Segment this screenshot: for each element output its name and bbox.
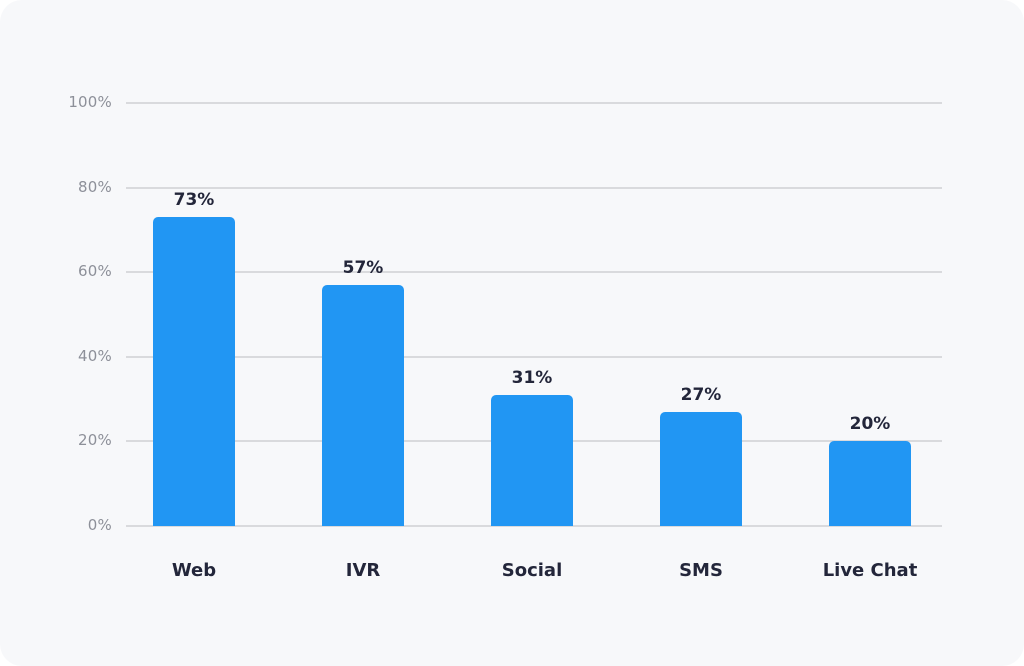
y-tick-label: 20% <box>78 431 112 450</box>
gridline-80 <box>126 186 942 189</box>
gridline-0 <box>126 525 942 527</box>
y-tick-label: 60% <box>78 262 112 281</box>
x-category-label: Web <box>171 560 217 581</box>
x-category-label: Social <box>501 560 563 581</box>
gridline-100 <box>126 102 942 104</box>
bar-value-label: 31% <box>511 367 553 388</box>
bar-social <box>491 394 573 526</box>
x-category-label: IVR <box>345 560 381 581</box>
y-tick-label: 80% <box>78 177 112 196</box>
gridline-60 <box>126 271 942 274</box>
bar-value-label: 73% <box>173 190 215 211</box>
x-category-label: Live Chat <box>822 560 918 581</box>
bar-value-label: 20% <box>849 414 891 435</box>
gridline-40 <box>126 355 942 358</box>
x-category-label: SMS <box>679 560 723 581</box>
bar-live-chat <box>829 441 911 526</box>
bar-sms <box>660 411 742 526</box>
bar-ivr <box>322 284 404 526</box>
y-tick-label: 40% <box>78 346 112 365</box>
bar-value-label: 27% <box>680 384 722 405</box>
bar-value-label: 57% <box>342 257 384 278</box>
bar-web <box>153 217 235 526</box>
y-tick-label: 100% <box>68 93 112 111</box>
y-tick-label: 0% <box>87 516 112 534</box>
